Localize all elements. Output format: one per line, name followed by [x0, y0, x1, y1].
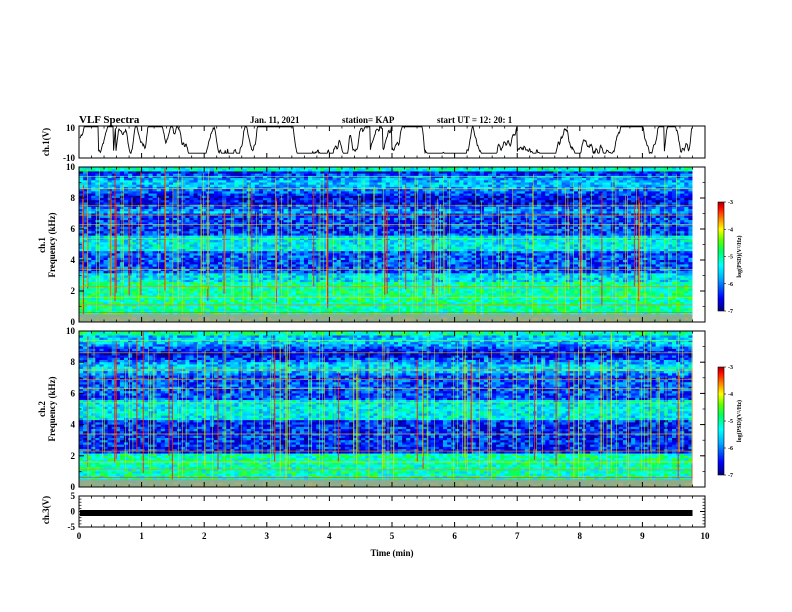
colorbar-tick-label: -3: [728, 365, 733, 371]
x-tick-label: 6: [452, 531, 457, 541]
x-tick-label: 7: [515, 531, 520, 541]
x-tick-label: 2: [202, 531, 207, 541]
y-tick-label: 6: [71, 388, 76, 398]
x-axis-label: Time (min): [370, 548, 413, 558]
ch1-colorbar: -3 -4 -5 -6 -7 log(PSD)(V²/Hz): [718, 200, 743, 315]
x-tick-label: 10: [701, 531, 711, 541]
x-tick-label: 9: [640, 531, 645, 541]
ch3-waveform-panel: 50-50 1 2 3 4 5 6 7 8 9 10: [68, 491, 711, 541]
x-tick-label: 4: [327, 531, 332, 541]
colorbar-tick-label: -7: [728, 309, 733, 315]
ch2-colorbar: -3 -4 -5 -6 -7 log(PSD)(V²/Hz): [718, 365, 743, 479]
colorbar-scale: [718, 202, 724, 311]
ch1-waveform-line: [80, 127, 692, 153]
spectrogram-cells: [79, 167, 693, 322]
colorbar-tick-label: -4: [728, 392, 733, 398]
start-time-label: start UT = 12: 20: 1: [437, 115, 513, 125]
ch3-ylabel: ch.3(V): [41, 496, 51, 524]
x-tick-label: 0: [77, 531, 82, 541]
colorbar-label: log(PSD)(V²/Hz): [736, 400, 743, 442]
y-tick-label: 6: [71, 224, 76, 234]
ch1-waveform-panel: 10-10: [63, 123, 705, 163]
x-tick-label: 5: [390, 531, 395, 541]
x-tick-label: 8: [578, 531, 583, 541]
colorbar-tick-label: -7: [728, 473, 733, 479]
ch3-waveform-line: [80, 510, 693, 516]
colorbar-scale: [718, 367, 724, 475]
y-tick-label: 0: [71, 507, 76, 517]
colorbar-tick-label: -6: [728, 282, 733, 288]
y-tick-label: 2: [71, 286, 76, 296]
colorbar-tick-label: -5: [728, 255, 733, 261]
colorbar-tick-label: -3: [728, 200, 733, 206]
y-tick-label: 4: [71, 420, 76, 430]
figure-title: VLF Spectra: [79, 114, 140, 126]
station-label: station= KAP: [342, 115, 395, 125]
y-tick-label: 8: [71, 193, 76, 203]
date-label: Jan. 11, 2021: [250, 115, 300, 125]
y-tick-label: 10: [66, 326, 76, 336]
ch2-spec-ylabel: ch.2 Frequency (kHz): [37, 376, 57, 441]
y-tick-label: 4: [71, 255, 76, 265]
vlf-spectra-figure: VLF Spectra Jan. 11, 2021 station= KAP s…: [0, 0, 792, 612]
colorbar-tick-label: -5: [728, 419, 733, 425]
y-tick-label: 5: [71, 491, 76, 501]
y-tick-label: 10: [66, 162, 76, 172]
colorbar-label: log(PSD)(V²/Hz): [736, 235, 743, 277]
y-tick-label: 10: [66, 123, 76, 133]
ch1-spec-ylabel: ch.1 Frequency (kHz): [37, 212, 57, 277]
y-tick-label: 2: [71, 451, 76, 461]
y-tick-label: -5: [68, 522, 76, 532]
low-frequency-band: [79, 479, 693, 487]
colorbar-tick-label: -4: [728, 227, 733, 233]
ch1-ylabel: ch.1(V): [41, 128, 51, 156]
x-tick-label: 1: [139, 531, 144, 541]
low-frequency-band: [79, 314, 693, 322]
x-tick-label: 3: [265, 531, 270, 541]
y-tick-label: 8: [71, 357, 76, 367]
colorbar-tick-label: -6: [728, 446, 733, 452]
